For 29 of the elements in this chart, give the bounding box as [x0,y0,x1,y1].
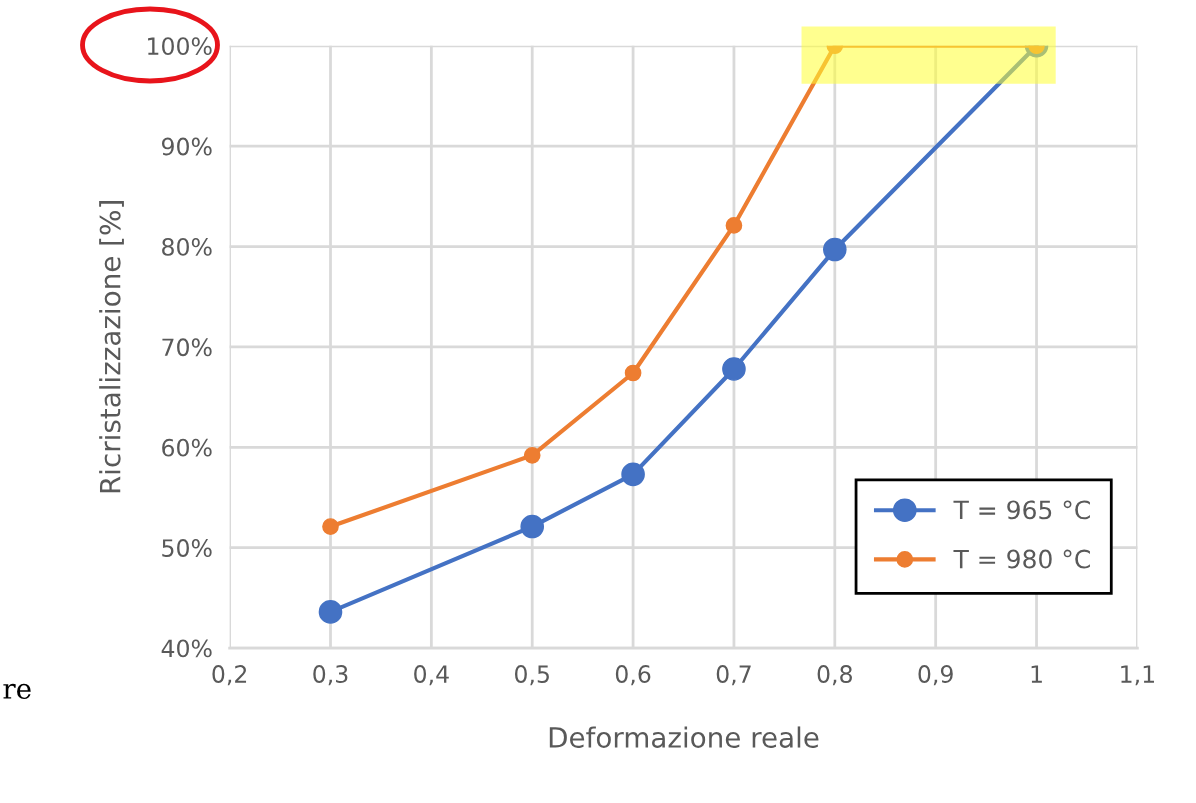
point [520,514,545,539]
x-axis-title: Deformazione reale [549,726,819,748]
legend-label: T = 965 °C [953,500,1090,520]
x-tick-label: 0,4 [414,665,449,686]
point [621,462,645,487]
y-tick-label: 60% [162,438,212,457]
y-tick-label: 50% [162,539,212,557]
point [523,446,541,464]
x-tick-label: 1,1 [1121,665,1154,686]
x-tick-label: 1 [1031,665,1042,683]
x-tick-label: 0,2 [212,665,247,686]
y-tick-label: 40% [161,639,212,658]
x-tick-label: 0,6 [615,665,651,686]
point [722,357,746,381]
y-axis-title: Ricristalizzazione [%] [99,201,124,493]
x-tick-label: 0,7 [716,665,751,686]
x-tick-label: 0,3 [313,665,348,686]
x-tick-label: 0,8 [817,665,852,686]
legend-label: T = 980 °C [953,549,1090,569]
x-tick-label: 0,9 [918,665,953,686]
y-tick-label: 100% [148,37,212,56]
y-tick-label: 80% [162,237,212,256]
y-tick-label: 70% [162,338,212,357]
point [318,600,343,624]
point [624,364,642,382]
x-tick-label: 0,5 [515,665,549,686]
y-tick-label: 90% [161,137,212,156]
text: re [3,683,31,700]
point [322,518,339,535]
